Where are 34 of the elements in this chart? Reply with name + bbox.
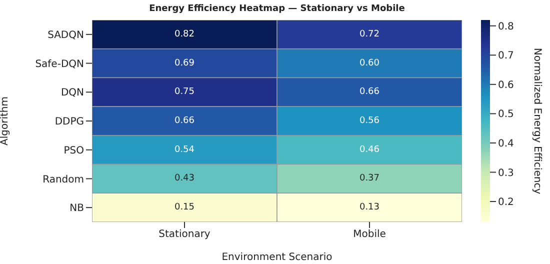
- y-axis-title: Algorithm: [0, 96, 11, 146]
- data-label: 0.82: [174, 29, 195, 40]
- data-label: 0.54: [174, 144, 195, 155]
- y-tick-label: NB: [70, 203, 84, 214]
- x-tick-label: Mobile: [353, 229, 386, 240]
- data-label: 0.66: [359, 87, 380, 98]
- chart-title: Energy Efficiency Heatmap — Stationary vs Mobile: [148, 4, 406, 14]
- data-label: 0.66: [174, 116, 195, 126]
- x-tick-label: Stationary: [158, 229, 210, 240]
- y-tick-label: Safe-DQN: [35, 58, 84, 70]
- color-bar-label: 0.8: [498, 21, 514, 32]
- data-label: 0.72: [359, 29, 380, 40]
- data-label: 0.43: [174, 174, 195, 184]
- color-bar-label: 0.6: [498, 80, 514, 91]
- data-label: 0.37: [359, 174, 380, 184]
- x-axis-title: Environment Scenario: [222, 252, 332, 263]
- y-tick-label: DQN: [60, 88, 84, 99]
- y-tick-label: DDPG: [54, 116, 84, 128]
- color-bar-title: Normalized Energy Efficiency: [531, 48, 542, 194]
- y-tick-label: Random: [42, 174, 84, 186]
- data-label: 0.60: [359, 58, 380, 68]
- data-label: 0.13: [359, 202, 380, 213]
- data-label: 0.69: [174, 58, 195, 68]
- color-bar-label: 0.4: [498, 138, 514, 150]
- color-bar-label: 0.7: [498, 50, 514, 62]
- data-label: 0.15: [174, 202, 195, 213]
- color-bar-label: 0.2: [498, 197, 514, 208]
- y-tick-label: PSO: [64, 145, 84, 156]
- y-tick-label: SADQN: [48, 30, 84, 41]
- data-label: 0.46: [359, 144, 380, 155]
- data-label: 0.75: [174, 87, 195, 98]
- data-label: 0.56: [359, 116, 380, 126]
- color-bar-label: 0.5: [498, 109, 514, 120]
- color-bar-label: 0.3: [498, 168, 514, 179]
